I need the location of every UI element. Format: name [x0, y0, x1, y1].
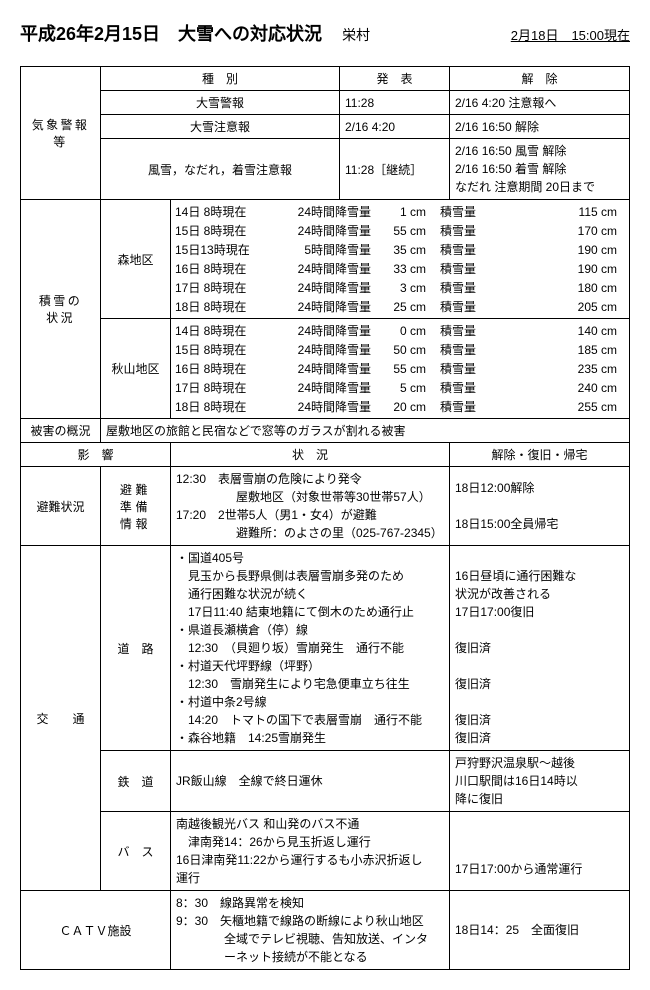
- weather-type: 大雪注意報: [101, 115, 340, 139]
- weather-cancelled: 2/16 4:20 注意報へ: [450, 91, 630, 115]
- snow-area-name: 秋山地区: [101, 319, 171, 419]
- rail-recovery: 戸狩野沢温泉駅～越後 川口駅間は16日14時以 降に復旧: [450, 751, 630, 812]
- weather-cancelled: 2/16 16:50 風雪 解除 2/16 16:50 着雪 解除 なだれ 注意…: [450, 139, 630, 200]
- weather-cancelled: 2/16 16:50 解除: [450, 115, 630, 139]
- catv-recovery: 18日14：25 全面復旧: [450, 891, 630, 970]
- evac-status: 12:30 表層雪崩の危険により発令 屋敷地区（対象世帯等30世帯57人） 17…: [171, 467, 450, 546]
- weather-row: 大雪注意報 2/16 4:20 2/16 16:50 解除: [21, 115, 630, 139]
- snow-data-row: 18日 8時現在24時間降雪量20 cm積雪量255 cm: [173, 397, 627, 416]
- village-name: 栄村: [342, 25, 370, 45]
- snow-data-row: 14日 8時現在24時間降雪量0 cm積雪量140 cm: [173, 321, 627, 340]
- weather-type: 風雪，なだれ，着雪注意報: [101, 139, 340, 200]
- header: 平成26年2月15日 大雪への対応状況 栄村 2月18日 15:00現在: [20, 20, 630, 46]
- snow-data-row: 16日 8時現在24時間降雪量33 cm積雪量190 cm: [173, 259, 627, 278]
- damage-label: 被害の概況: [21, 419, 101, 443]
- snow-data-row: 17日 8時現在24時間降雪量5 cm積雪量240 cm: [173, 378, 627, 397]
- bus-status: 南越後観光バス 和山発のバス不通 津南発14：26から見玉折返し運行 16日津南…: [171, 812, 450, 891]
- snow-area-data: 14日 8時現在24時間降雪量0 cm積雪量140 cm15日 8時現在24時間…: [171, 319, 630, 419]
- road-recovery: 16日昼頃に通行困難な 状況が改善される 17日17:00復旧 復旧済 復旧済 …: [450, 546, 630, 751]
- road-status: ・国道405号 見玉から長野県側は表層雪崩多発のため 通行困難な状況が続く 17…: [171, 546, 450, 751]
- weather-col-type: 種 別: [101, 67, 340, 91]
- snow-area-data: 14日 8時現在24時間降雪量1 cm積雪量115 cm15日 8時現在24時間…: [171, 200, 630, 319]
- snow-data-row: 15日 8時現在24時間降雪量50 cm積雪量185 cm: [173, 340, 627, 359]
- snow-data-row: 18日 8時現在24時間降雪量25 cm積雪量205 cm: [173, 297, 627, 316]
- impact-col: 影 響: [21, 443, 171, 467]
- snow-label: 積雪の 状況: [21, 200, 101, 419]
- road-sublabel: 道 路: [101, 546, 171, 751]
- weather-type: 大雪警報: [101, 91, 340, 115]
- snow-area-name: 森地区: [101, 200, 171, 319]
- catv-status: 8：30 線路異常を検知 9：30 矢櫃地籍で線路の断線により秋山地区 全域でテ…: [171, 891, 450, 970]
- weather-row: 風雪，なだれ，着雪注意報 11:28［継続］ 2/16 16:50 風雪 解除 …: [21, 139, 630, 200]
- weather-col-announced: 発 表: [340, 67, 450, 91]
- rail-sublabel: 鉄 道: [101, 751, 171, 812]
- snow-data-row: 17日 8時現在24時間降雪量3 cm積雪量180 cm: [173, 278, 627, 297]
- evac-recovery: 18日12:00解除 18日15:00全員帰宅: [450, 467, 630, 546]
- weather-announced: 2/16 4:20: [340, 115, 450, 139]
- catv-label: ＣＡＴＶ施設: [21, 891, 171, 970]
- snow-data-row: 16日 8時現在24時間降雪量55 cm積雪量235 cm: [173, 359, 627, 378]
- evac-sublabel: 避難 準備 情報: [101, 467, 171, 546]
- snow-data-row: 15日13時現在5時間降雪量35 cm積雪量190 cm: [173, 240, 627, 259]
- page-title: 平成26年2月15日 大雪への対応状況: [20, 20, 322, 46]
- weather-announced: 11:28［継続］: [340, 139, 450, 200]
- weather-announced: 11:28: [340, 91, 450, 115]
- weather-row: 大雪警報 11:28 2/16 4:20 注意報へ: [21, 91, 630, 115]
- weather-col-cancelled: 解 除: [450, 67, 630, 91]
- weather-label: 気象警報等: [21, 67, 101, 200]
- snow-data-row: 15日 8時現在24時間降雪量55 cm積雪量170 cm: [173, 221, 627, 240]
- evac-label: 避難状況: [21, 467, 101, 546]
- main-table: 気象警報等 種 別 発 表 解 除 大雪警報 11:28 2/16 4:20 注…: [20, 66, 630, 970]
- damage-text: 屋敷地区の旅館と民宿などで窓等のガラスが割れる被害: [101, 419, 630, 443]
- recovery-col: 解除・復旧・帰宅: [450, 443, 630, 467]
- bus-sublabel: バ ス: [101, 812, 171, 891]
- traffic-label: 交 通: [21, 546, 101, 891]
- bus-recovery: 17日17:00から通常運行: [450, 812, 630, 891]
- timestamp: 2月18日 15:00現在: [511, 25, 630, 44]
- rail-status: JR飯山線 全線で終日運休: [171, 751, 450, 812]
- status-col: 状 況: [171, 443, 450, 467]
- snow-data-row: 14日 8時現在24時間降雪量1 cm積雪量115 cm: [173, 202, 627, 221]
